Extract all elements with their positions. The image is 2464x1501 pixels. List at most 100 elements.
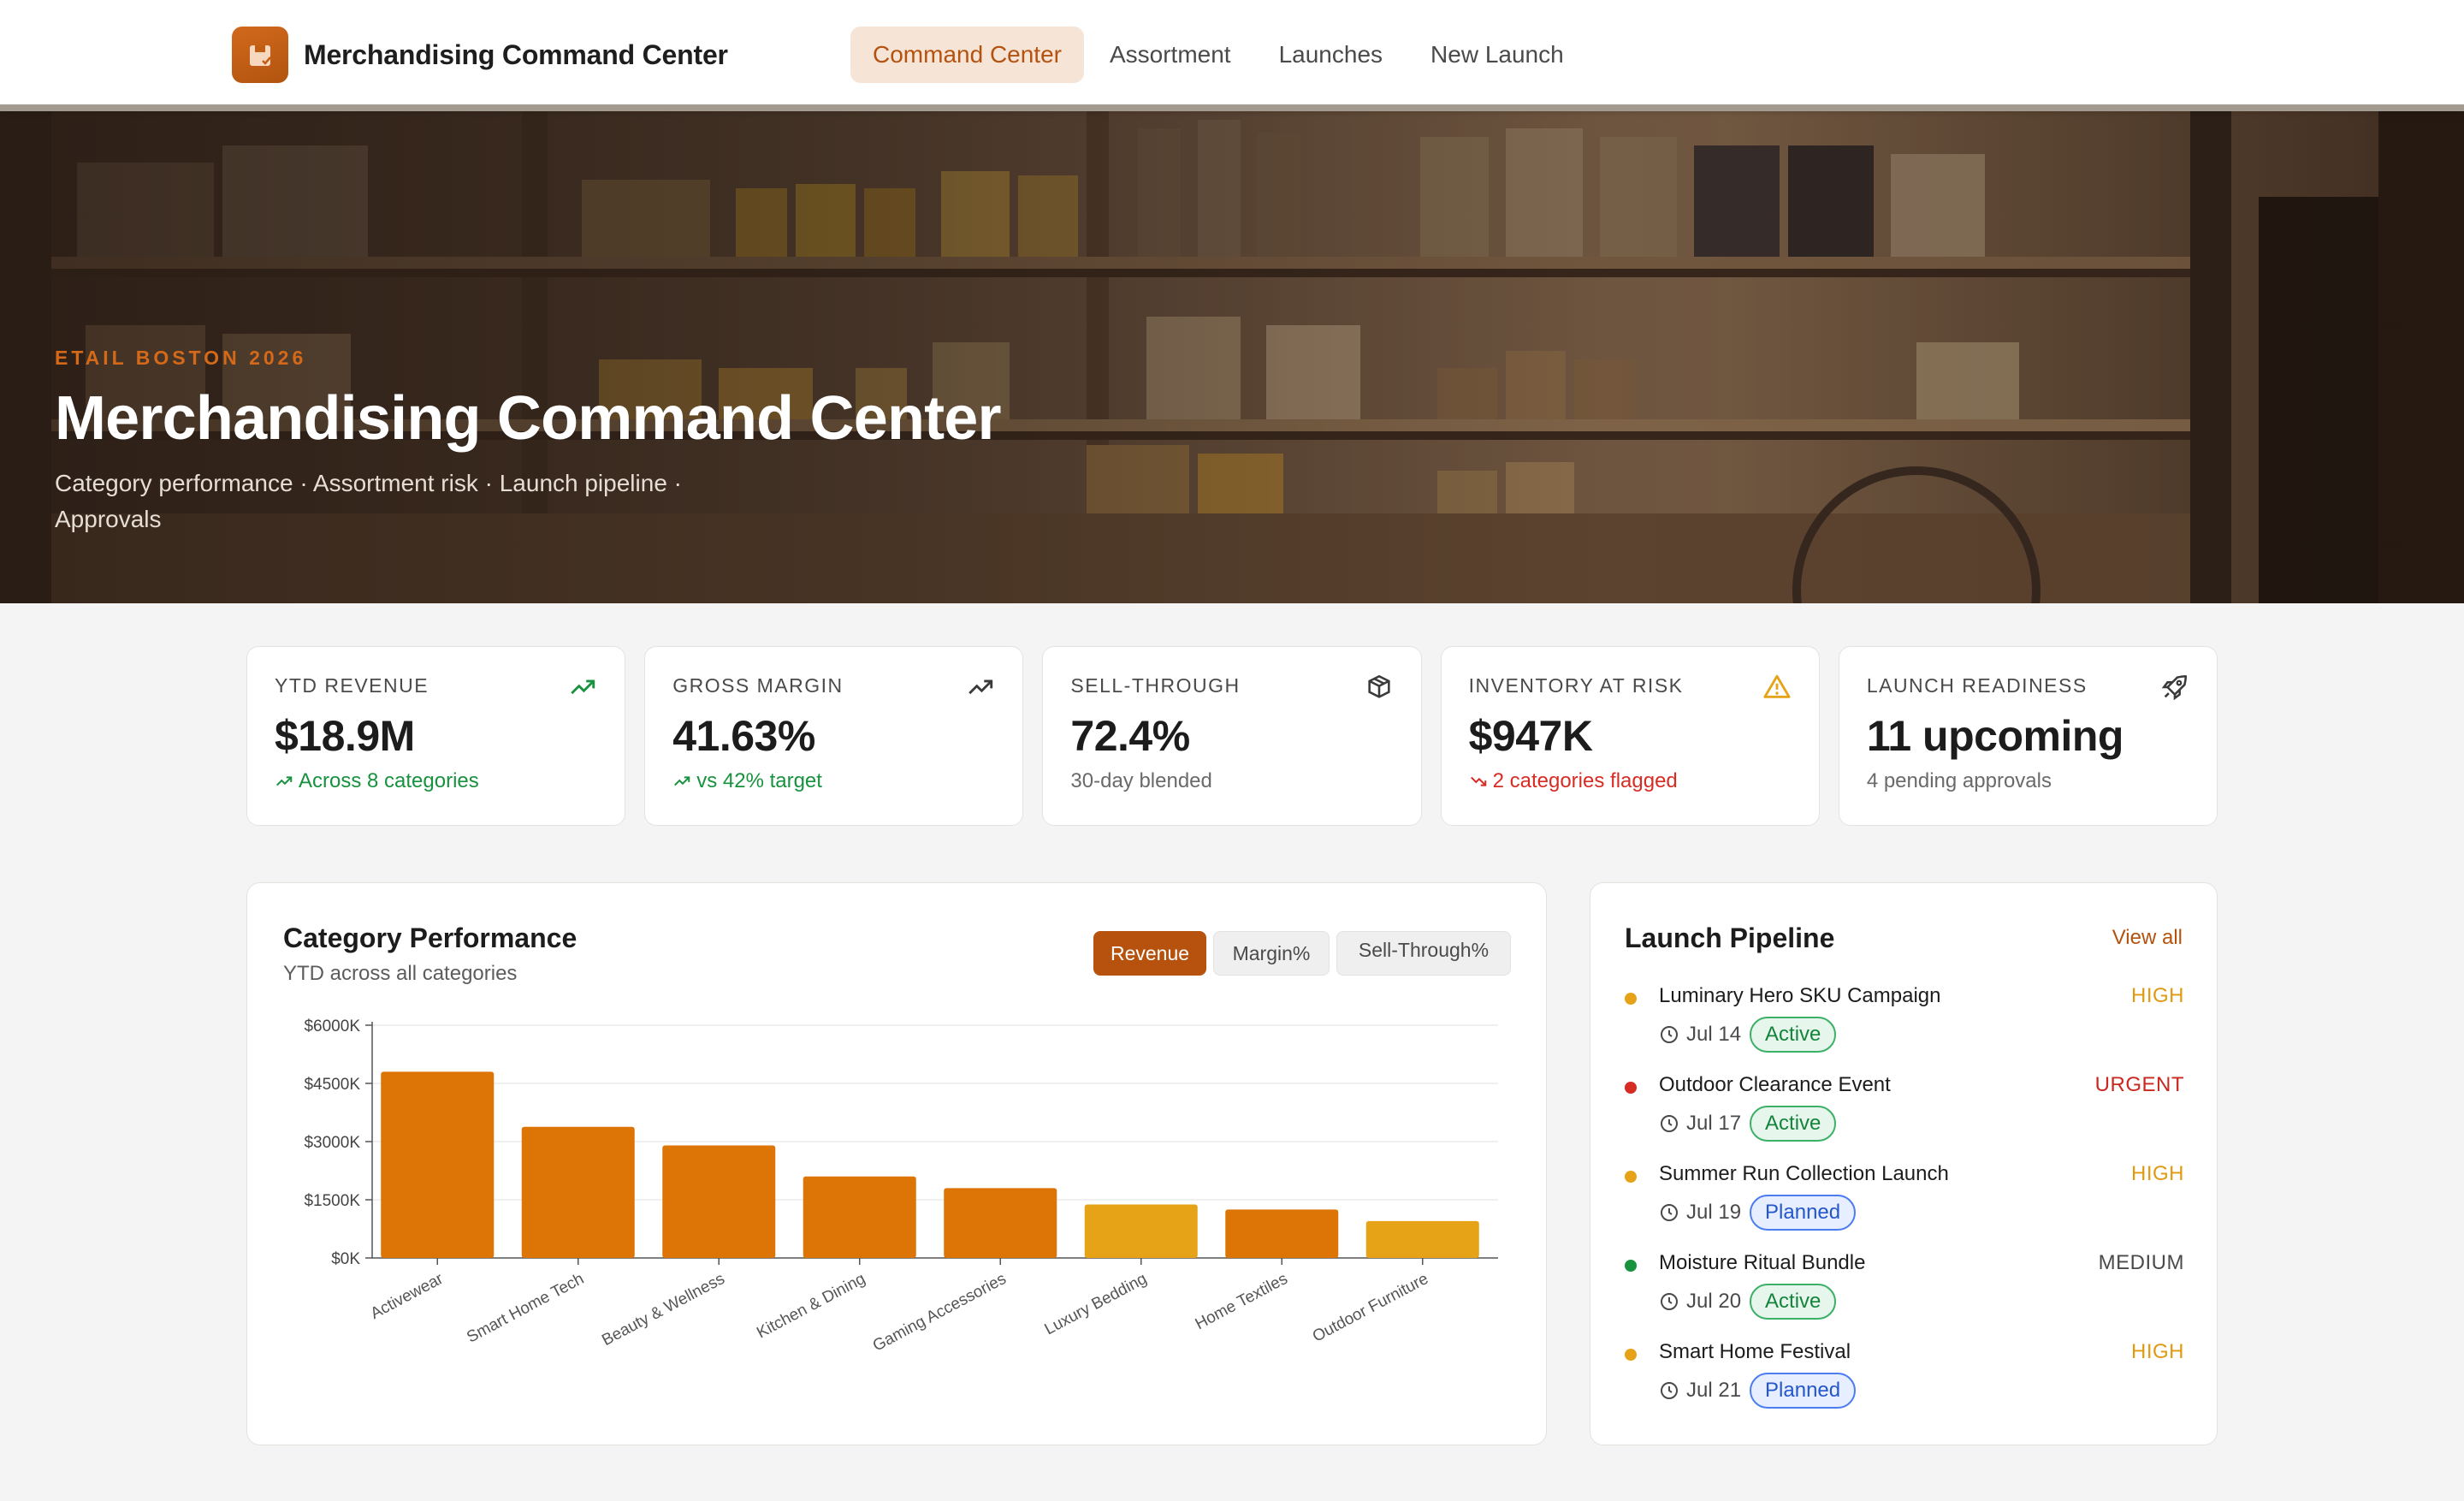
- toggle-margin[interactable]: Margin%: [1213, 931, 1330, 976]
- launch-meta: Jul 14 Active: [1659, 1017, 1837, 1053]
- kpi-row: YTD REVENUE $18.9M Across 8 categories G…: [246, 646, 2218, 826]
- nav-command-center[interactable]: Command Center: [850, 27, 1084, 83]
- kpi-note: 2 categories flagged: [1469, 769, 1792, 793]
- kpi-value: $947K: [1468, 712, 1593, 760]
- status-badge: Active: [1750, 1106, 1837, 1142]
- toggle-sell-through[interactable]: Sell-Through%: [1336, 931, 1511, 976]
- x-tick-label: Activewear: [368, 1270, 447, 1323]
- nav-new-launch[interactable]: New Launch: [1430, 41, 1564, 68]
- kpi-ytd-revenue[interactable]: YTD REVENUE $18.9M Across 8 categories: [246, 646, 626, 826]
- bar-gaming-accessories: [944, 1188, 1057, 1258]
- kpi-label: GROSS MARGIN: [672, 674, 844, 697]
- kpi-label: LAUNCH READINESS: [1866, 674, 2088, 697]
- top-navigation-bar: Merchandising Command Center Command Cen…: [0, 0, 2464, 111]
- launch-meta: Jul 19 Planned: [1659, 1195, 1857, 1231]
- kpi-gross-margin[interactable]: GROSS MARGIN 41.63% vs 42% target: [644, 646, 1024, 826]
- nav-assortment[interactable]: Assortment: [1109, 41, 1231, 68]
- trending-down-icon: [1470, 776, 1486, 786]
- y-tick-label: $1500K: [304, 1192, 360, 1210]
- clock-icon: [1661, 1204, 1678, 1221]
- category-performance-chart: $0K $1500K $3000K $4500K $6000K Activewear Sma…: [304, 1017, 1498, 1356]
- x-tick-label: Gaming Accessories: [870, 1270, 1010, 1356]
- hero-eyebrow: ETAIL BOSTON 2026: [55, 347, 307, 369]
- bar-activewear: [381, 1071, 495, 1258]
- pipeline-item[interactable]: Luminary Hero SKU Campaign HIGH Jul 14 A…: [1625, 984, 2184, 1073]
- y-tick-label: $3000K: [304, 1134, 360, 1152]
- bar-kitchen-dining: [803, 1176, 916, 1258]
- y-tick-label: $6000K: [304, 1017, 360, 1035]
- priority-label: HIGH: [2131, 1340, 2184, 1363]
- pipeline-title: Launch Pipeline: [1625, 923, 1835, 953]
- launch-name: Moisture Ritual Bundle: [1659, 1251, 1866, 1274]
- x-tick-label: Smart Home Tech: [464, 1270, 587, 1347]
- toggle-revenue[interactable]: Revenue: [1093, 931, 1206, 976]
- kpi-value: 11 upcoming: [1866, 712, 2124, 760]
- launch-meta: Jul 20 Active: [1659, 1284, 1837, 1320]
- launch-pipeline-card: Launch Pipeline View all Luminary Hero S…: [1590, 882, 2218, 1445]
- x-tick-label: Kitchen & Dining: [754, 1270, 868, 1342]
- launch-name: Luminary Hero SKU Campaign: [1659, 984, 1941, 1007]
- launch-name: Smart Home Festival: [1659, 1340, 1851, 1363]
- kpi-note-text: Across 8 categories: [299, 769, 479, 792]
- bar-home-textiles: [1225, 1209, 1339, 1258]
- launch-date: Jul 17: [1686, 1112, 1742, 1135]
- kpi-note-text: 4 pending approvals: [1866, 769, 2052, 792]
- priority-dot: [1625, 1171, 1637, 1183]
- pipeline-item[interactable]: Moisture Ritual Bundle MEDIUM Jul 20 Act…: [1625, 1251, 2184, 1340]
- priority-label: MEDIUM: [2098, 1251, 2184, 1274]
- brand[interactable]: Merchandising Command Center: [232, 27, 728, 83]
- hero-text: ETAIL BOSTON 2026 Merchandising Command …: [55, 347, 1002, 537]
- bar-smart-home-tech: [521, 1126, 635, 1258]
- bar-luxury-bedding: [1084, 1204, 1198, 1258]
- kpi-value: 41.63%: [672, 712, 815, 760]
- y-tick-label: $0K: [331, 1250, 360, 1268]
- warning-icon: [1763, 674, 1791, 698]
- clock-icon: [1661, 1382, 1678, 1399]
- rocket-icon: [2161, 674, 2188, 701]
- pipeline-item[interactable]: Smart Home Festival HIGH Jul 21 Planned: [1625, 1340, 2184, 1429]
- pipeline-item[interactable]: Outdoor Clearance Event URGENT Jul 17 Ac…: [1625, 1073, 2184, 1162]
- pipeline-item[interactable]: Summer Run Collection Launch HIGH Jul 19…: [1625, 1162, 2184, 1251]
- kpi-inventory-at-risk[interactable]: INVENTORY AT RISK $947K 2 categories fla…: [1440, 646, 1820, 826]
- kpi-label: YTD REVENUE: [275, 674, 429, 697]
- x-tick-label: Home Textiles: [1193, 1270, 1291, 1333]
- launch-date: Jul 20: [1686, 1290, 1742, 1313]
- hero-overlay: [0, 111, 2464, 603]
- shopping-bag-logo-icon: [232, 27, 288, 83]
- status-badge: Active: [1750, 1017, 1837, 1053]
- priority-dot: [1625, 1082, 1637, 1094]
- priority-dot: [1625, 1349, 1637, 1361]
- kpi-launch-readiness[interactable]: LAUNCH READINESS 11 upcoming 4 pending a…: [1838, 646, 2218, 826]
- hero-title: Merchandising Command Center: [55, 384, 1002, 453]
- chart-subtitle: YTD across all categories: [283, 962, 518, 985]
- kpi-note-text: 2 categories flagged: [1492, 769, 1678, 792]
- package-icon: [1368, 674, 1390, 698]
- x-tick-label: Luxury Bedding: [1042, 1270, 1150, 1339]
- kpi-note-text: vs 42% target: [696, 769, 822, 792]
- kpi-label: SELL-THROUGH: [1070, 674, 1241, 697]
- launch-name: Outdoor Clearance Event: [1659, 1073, 1891, 1096]
- priority-label: HIGH: [2131, 984, 2184, 1007]
- priority-label: HIGH: [2131, 1162, 2184, 1185]
- view-all-link[interactable]: View all: [2112, 926, 2183, 949]
- trending-up-icon: [968, 679, 993, 695]
- kpi-note-text: 30-day blended: [1070, 769, 1212, 792]
- launch-name: Summer Run Collection Launch: [1659, 1162, 1949, 1185]
- clock-icon: [1661, 1293, 1678, 1310]
- kpi-label: INVENTORY AT RISK: [1468, 674, 1684, 697]
- main-nav: Command Center Assortment Launches New L…: [850, 27, 1590, 83]
- x-tick-label: Beauty & Wellness: [599, 1270, 727, 1350]
- metric-toggle-group: Revenue Margin% Sell-Through%: [1093, 931, 1511, 976]
- status-badge: Planned: [1750, 1195, 1857, 1231]
- kpi-note: 30-day blended: [1070, 769, 1393, 793]
- launch-date: Jul 19: [1686, 1201, 1742, 1224]
- kpi-sell-through[interactable]: SELL-THROUGH 72.4% 30-day blended: [1042, 646, 1422, 826]
- chart-title: Category Performance: [283, 923, 578, 953]
- launch-date: Jul 14: [1686, 1023, 1742, 1046]
- priority-dot: [1625, 1260, 1637, 1272]
- kpi-note: Across 8 categories: [275, 769, 597, 793]
- y-tick-label: $4500K: [304, 1076, 360, 1094]
- nav-launches[interactable]: Launches: [1278, 41, 1383, 68]
- bar-outdoor-furniture: [1365, 1220, 1479, 1258]
- kpi-value: $18.9M: [275, 712, 415, 760]
